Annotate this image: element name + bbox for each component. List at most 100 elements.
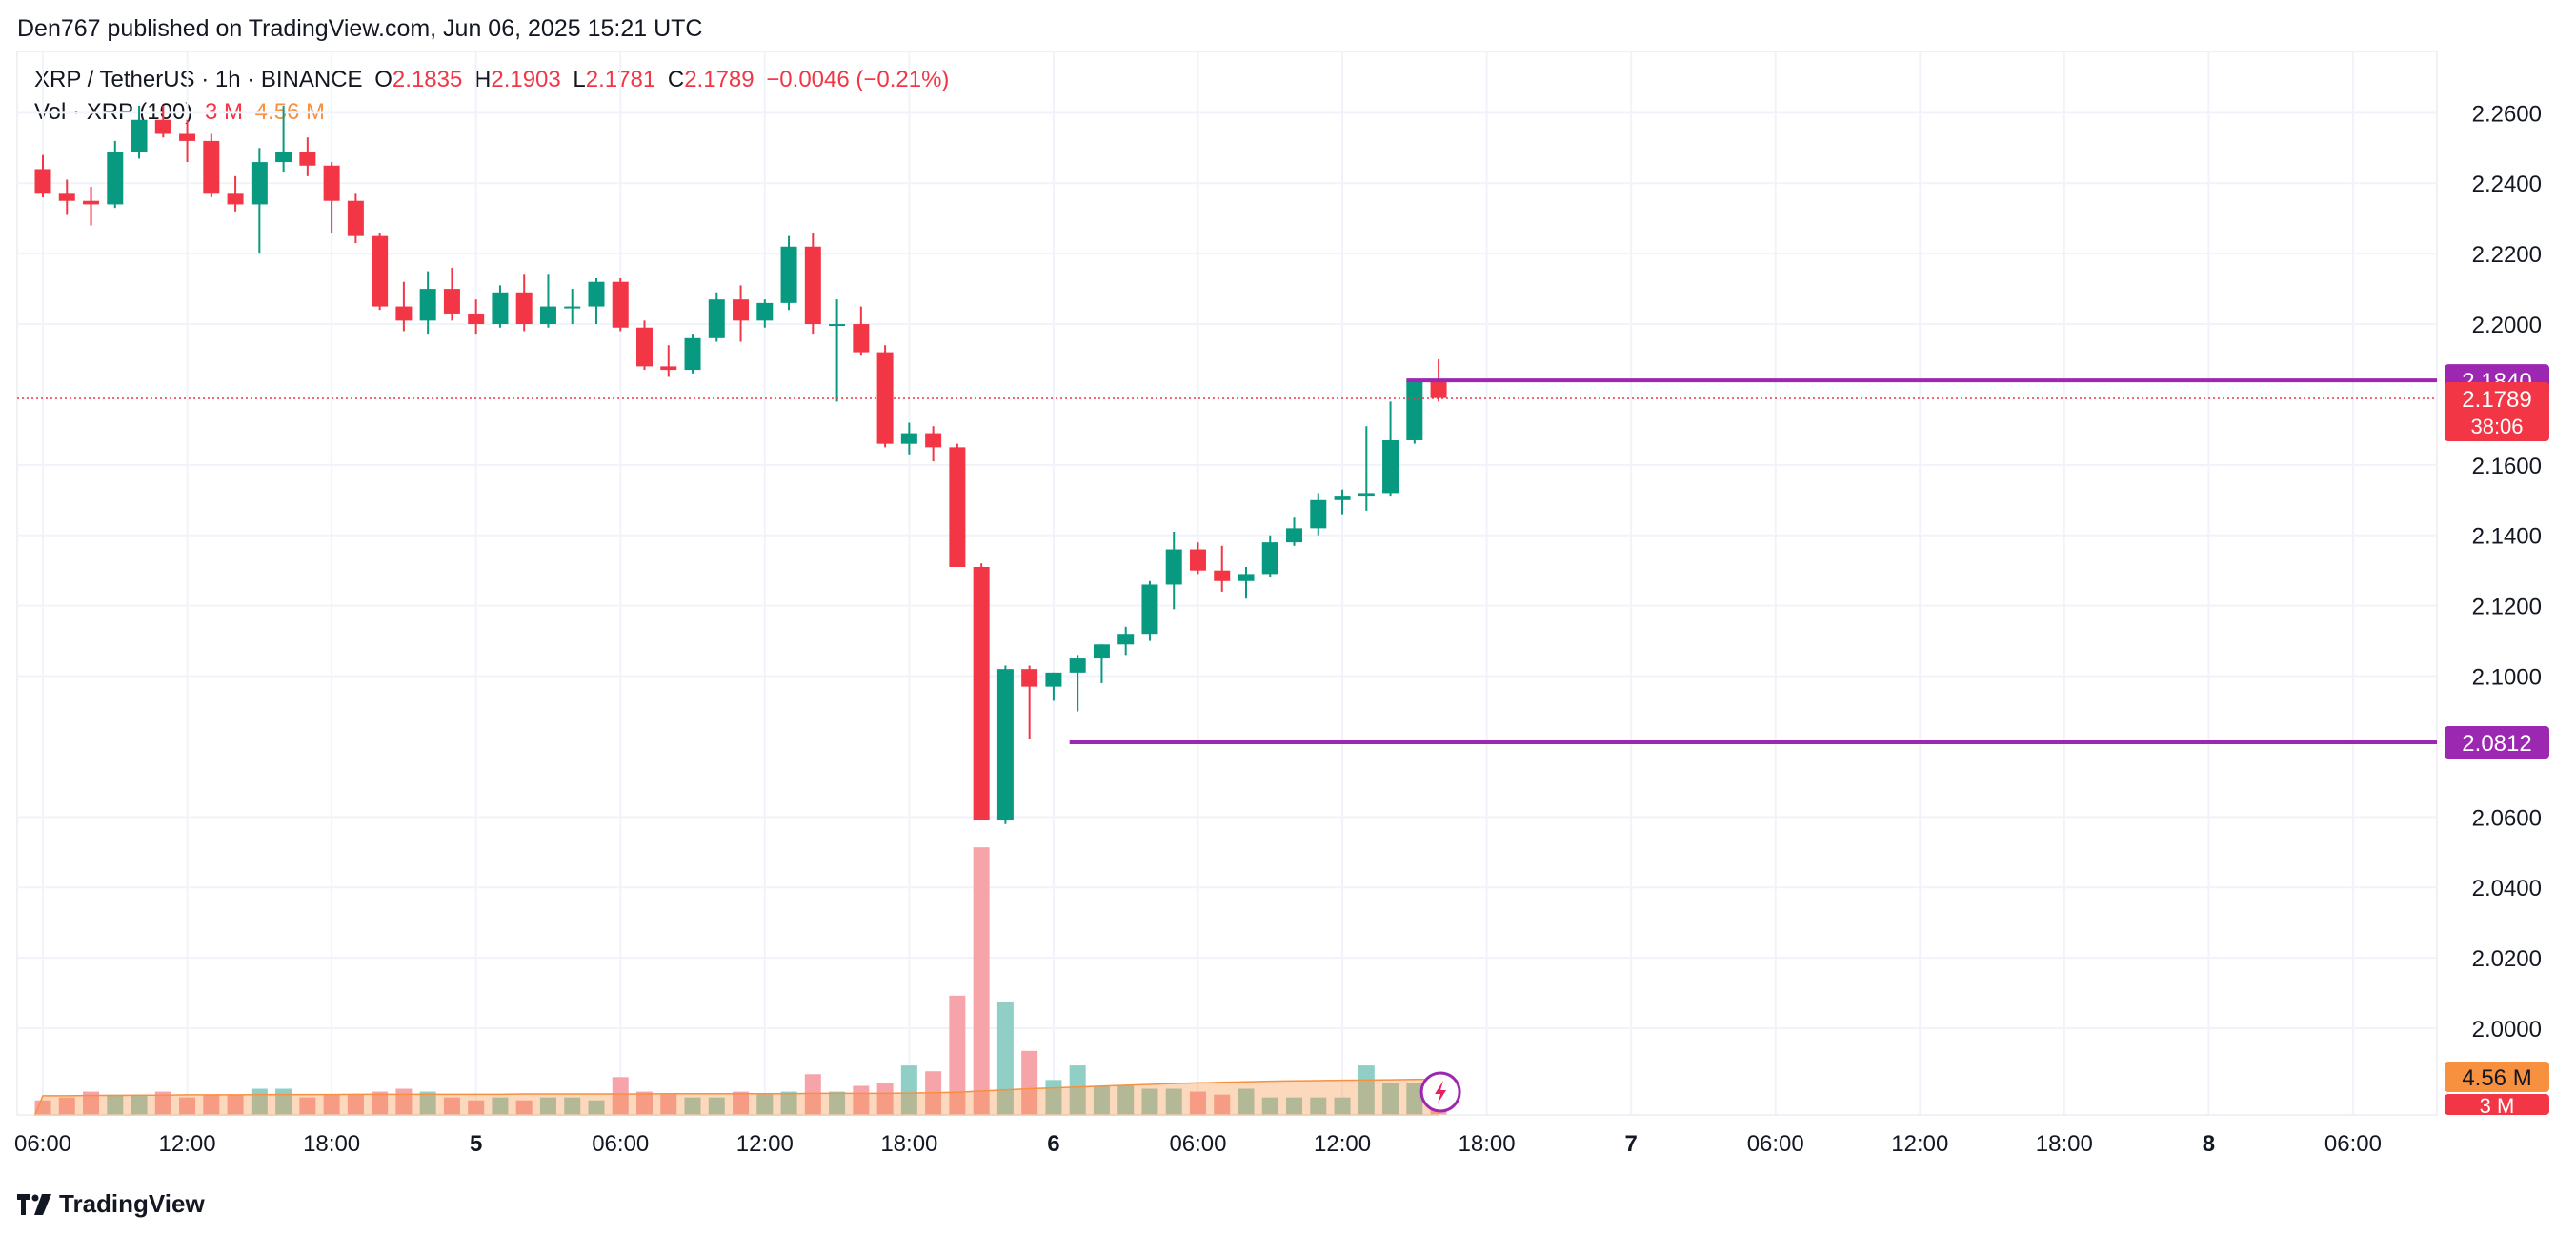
candle-body: [1238, 574, 1255, 581]
volume-bar: [996, 1001, 1014, 1115]
volume-bar: [1406, 1083, 1423, 1115]
last-price-label: 2.1789: [2462, 387, 2531, 413]
time-tick-label: 18:00: [2036, 1131, 2093, 1157]
candle-body: [83, 200, 100, 205]
lightning-bolt-icon: [1435, 1081, 1447, 1103]
change-value: −0.0046 (−0.21%): [766, 67, 950, 92]
ohlc-legend: XRP / TetherUS · 1h · BINANCE O2.1835 H2…: [34, 67, 955, 93]
candle-body: [660, 366, 677, 371]
price-tick-label: 2.0200: [2472, 946, 2542, 972]
volume-bar: [58, 1097, 75, 1115]
candle-body: [1021, 669, 1038, 687]
level-price-badge: [2445, 726, 2549, 759]
volume-bar: [203, 1094, 220, 1115]
candle-body: [1189, 549, 1206, 571]
volume-bar: [1189, 1091, 1206, 1115]
candle-body: [1406, 380, 1423, 440]
grid-lines: [16, 51, 2438, 1116]
candle-body: [179, 133, 196, 141]
tradingview-brand: TradingView: [59, 1189, 205, 1218]
horizontal-levels[interactable]: [17, 378, 2437, 745]
high-label: H: [474, 67, 492, 92]
time-tick-label: 8: [2203, 1131, 2215, 1157]
candle-body: [395, 306, 413, 321]
volume-bar: [1310, 1097, 1327, 1115]
candle-body: [1358, 493, 1375, 497]
time-tick-label: 18:00: [303, 1131, 360, 1157]
volume-bar: [1382, 1083, 1399, 1115]
time-tick-label: 12:00: [159, 1131, 216, 1157]
candle-body: [227, 193, 244, 205]
candle-body: [107, 151, 124, 205]
candle-body: [443, 289, 460, 314]
close-value: 2.1789: [684, 67, 755, 92]
candle-body: [733, 299, 750, 321]
candle-body: [203, 140, 220, 194]
time-tick-label: 18:00: [1459, 1131, 1516, 1157]
high-value: 2.1903: [491, 67, 561, 92]
volume-bar: [227, 1094, 244, 1115]
time-tick-label: 06:00: [14, 1131, 71, 1157]
candle-body: [756, 302, 774, 321]
chart-markers: [1419, 1071, 1461, 1113]
price-axis[interactable]: 2.0000 2.0200 2.0400 2.0600 2.1000 2.1200 2.14…: [2445, 101, 2549, 1118]
candle-body: [323, 165, 340, 201]
candle-body: [1214, 570, 1231, 581]
price-tick-label: 2.1000: [2472, 665, 2542, 691]
candle-body: [853, 324, 870, 353]
time-tick-label: 06:00: [592, 1131, 649, 1157]
volume-bar: [347, 1094, 364, 1115]
volume-bar: [443, 1097, 460, 1115]
candle-body: [996, 669, 1014, 821]
candle-body: [58, 193, 75, 201]
volume-bar: [876, 1083, 894, 1115]
volume-bar: [900, 1065, 917, 1115]
volume-bar: [83, 1091, 100, 1115]
volume-bar: [973, 847, 990, 1115]
volume-bar: [1093, 1085, 1110, 1115]
price-tick-label: 2.1200: [2472, 595, 2542, 620]
volume-bar: [684, 1097, 701, 1115]
volume-bar: [733, 1091, 750, 1115]
tradingview-logo-icon: [17, 1193, 51, 1215]
time-tick-label: 06:00: [1169, 1131, 1226, 1157]
open-label: O: [374, 67, 392, 92]
candle-body: [1069, 658, 1086, 673]
volume-ma-area: [33, 1078, 1439, 1116]
price-tick-label: 2.1400: [2472, 524, 2542, 550]
candle-body: [299, 151, 316, 166]
time-tick-label: 06:00: [2324, 1131, 2382, 1157]
volume-ma-badge: [2445, 1062, 2549, 1092]
candle-body: [539, 306, 556, 325]
candle-body: [636, 327, 653, 367]
volume-bar: [1261, 1097, 1278, 1115]
candle-body: [708, 299, 725, 338]
symbol-label[interactable]: XRP / TetherUS · 1h · BINANCE: [34, 67, 363, 92]
volume-bar: [564, 1097, 581, 1115]
candle-body: [492, 292, 509, 325]
volume-bar: [1045, 1080, 1062, 1115]
candle-body: [612, 281, 629, 328]
volume-bar: [829, 1091, 846, 1115]
candle-body: [949, 447, 966, 567]
candle-body: [973, 567, 990, 821]
candle-body: [1382, 439, 1399, 494]
published-by-text: Den767 published on TradingView.com, Jun…: [17, 15, 703, 42]
volume-bar: [492, 1097, 509, 1115]
volume-bar: [1334, 1097, 1351, 1115]
candle-body: [275, 151, 292, 163]
candle-body: [251, 162, 268, 205]
time-tick-label: 12:00: [736, 1131, 794, 1157]
candle-body: [804, 246, 821, 325]
tradingview-footer[interactable]: TradingView: [17, 1189, 205, 1219]
volume-bar: [154, 1091, 171, 1115]
volume-bar: [323, 1094, 340, 1115]
countdown-label: 38:06: [2470, 415, 2523, 438]
volume-bar: [395, 1088, 413, 1115]
volume-bar: [1021, 1050, 1038, 1115]
open-value: 2.1835: [392, 67, 463, 92]
time-axis[interactable]: 06:00 12:00 18:00 5 06:00 12:00 18:00 6 06:00 12:…: [14, 1114, 2437, 1157]
candle-body: [925, 433, 942, 448]
volume-bar: [1238, 1088, 1255, 1115]
